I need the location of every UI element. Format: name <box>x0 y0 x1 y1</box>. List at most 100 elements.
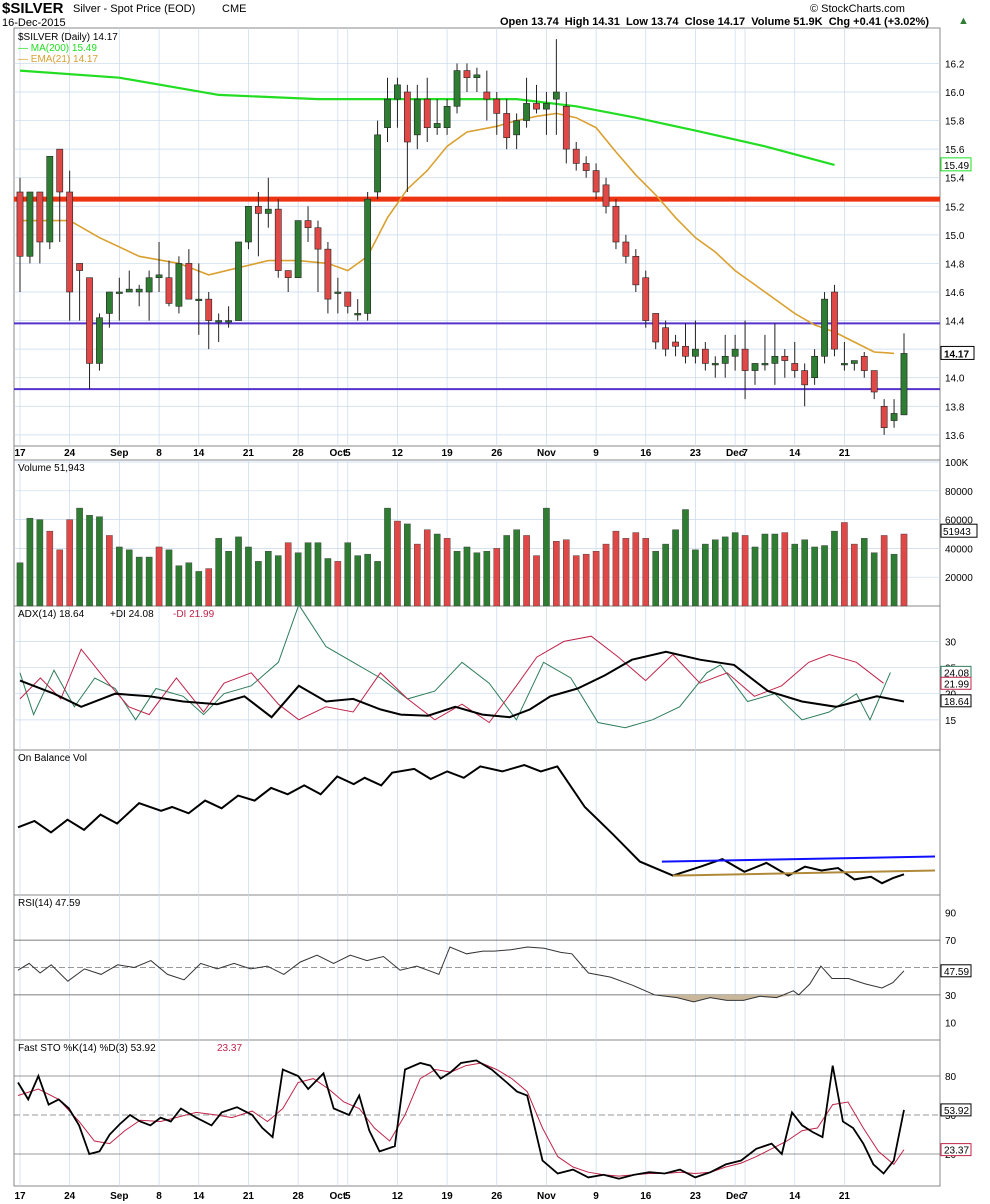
instrument-name: Silver - Spot Price (EOD) <box>73 3 196 15</box>
candle <box>16 191 24 257</box>
date-tick: 23 <box>690 1191 702 1202</box>
panel-sto <box>13 1039 941 1187</box>
last-price-label: 14.17 <box>944 349 969 360</box>
volume-bar <box>602 543 610 607</box>
volume-bar <box>225 551 232 607</box>
volume-bar <box>314 542 322 607</box>
candle <box>533 103 540 110</box>
volume-bar <box>692 549 699 607</box>
candle <box>364 198 372 314</box>
date-tick: 14 <box>789 448 801 459</box>
volume-bar <box>66 519 73 607</box>
rsi-legend: RSI(14) 47.59 <box>18 898 81 909</box>
candle <box>821 298 828 357</box>
volume-bar <box>145 556 153 607</box>
date-tick: 14 <box>789 1191 801 1202</box>
price-tick: 14.4 <box>945 317 965 328</box>
date-tick: Sep <box>110 1191 128 1202</box>
candle <box>453 70 461 107</box>
volume-bar <box>364 553 371 607</box>
rsi-tick: 10 <box>945 1018 957 1029</box>
date-tick: 28 <box>293 1191 305 1202</box>
minus-di-line <box>19 635 884 724</box>
volume-bar <box>523 535 530 607</box>
candle <box>523 103 530 121</box>
volume-bar <box>433 533 441 607</box>
volume-bar <box>612 530 620 607</box>
volume-bar <box>821 545 828 607</box>
volume-bar <box>404 523 411 607</box>
volume-tick: 60000 <box>945 516 973 527</box>
sto-d-value-label: 23.37 <box>944 1146 969 1157</box>
volume-bar <box>642 538 650 607</box>
minus-di-legend: -DI 21.99 <box>173 609 215 620</box>
volume-bar <box>582 553 590 607</box>
rsi-tick: 30 <box>945 991 957 1002</box>
sto-tick: 50 <box>945 1111 957 1122</box>
volume-bar <box>900 533 908 607</box>
date-tick: 16 <box>640 448 652 459</box>
candle <box>622 241 630 257</box>
volume-bar <box>513 529 520 607</box>
price-legend: $SILVER (Daily) 14.17 <box>18 32 118 43</box>
candle <box>195 298 203 301</box>
candle <box>721 355 729 364</box>
rsi-tick: 90 <box>945 909 957 920</box>
candle <box>850 360 858 364</box>
volume-bar <box>831 530 838 607</box>
rsi-value-box <box>940 964 972 978</box>
price-tick: 16.2 <box>945 59 965 70</box>
volume-bar <box>284 542 292 607</box>
candle <box>185 263 193 300</box>
candle <box>811 355 818 379</box>
volume-bar <box>304 542 312 607</box>
volume-bar <box>56 549 64 607</box>
date-tick: Nov <box>537 1191 556 1202</box>
volume-tick: 20000 <box>945 573 973 584</box>
date-tick: 8 <box>156 448 162 459</box>
volume-bar <box>890 553 898 607</box>
date-tick: 24 <box>64 448 76 459</box>
candle <box>652 313 660 343</box>
ma200-legend: — MA(200) 15.49 <box>18 43 97 54</box>
volume-bar <box>652 551 659 607</box>
volume-bar <box>374 561 381 607</box>
candle <box>394 84 401 100</box>
volume-bar <box>195 571 203 607</box>
candle <box>572 148 580 164</box>
date-tick: 16 <box>640 1191 652 1202</box>
adx-value-box <box>940 676 972 690</box>
volume-bar <box>860 538 868 607</box>
date-tick: 12 <box>392 448 404 459</box>
volume-value-label: 51943 <box>943 527 971 538</box>
candle <box>165 277 173 304</box>
price-tick: 14.6 <box>945 288 965 299</box>
volume-bar <box>473 552 481 607</box>
volume-bar <box>533 555 540 607</box>
candle <box>255 205 262 214</box>
volume-bar <box>543 507 550 607</box>
candle <box>692 348 699 357</box>
candle <box>771 355 779 364</box>
volume-bar <box>215 538 222 607</box>
volume-bar <box>463 546 471 607</box>
candle <box>552 91 560 100</box>
date-tick: 12 <box>392 1191 404 1202</box>
volume-bar <box>205 568 212 607</box>
candle <box>682 345 689 357</box>
candle <box>374 134 381 193</box>
volume-bar <box>592 551 600 607</box>
date-tick: 26 <box>491 1191 503 1202</box>
candle <box>334 291 342 294</box>
volume-bar <box>791 543 799 607</box>
candle <box>135 288 143 293</box>
sto-d-legend: 23.37 <box>217 1043 242 1054</box>
candle <box>602 184 610 207</box>
price-tick: 15.2 <box>945 202 965 213</box>
candle <box>483 91 491 100</box>
candle <box>791 363 799 371</box>
candle <box>76 263 83 271</box>
volume-tick: 100K <box>945 458 969 469</box>
date-tick: 21 <box>839 448 851 459</box>
